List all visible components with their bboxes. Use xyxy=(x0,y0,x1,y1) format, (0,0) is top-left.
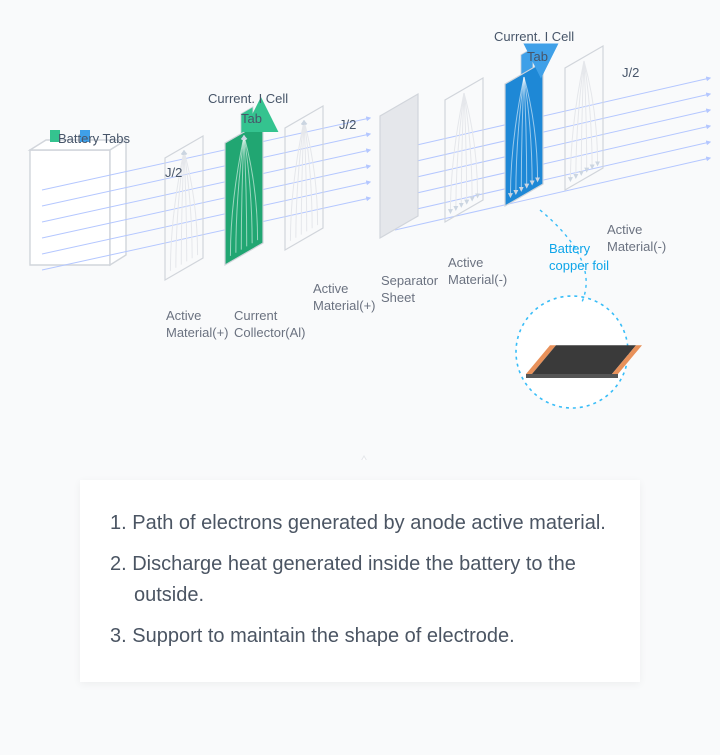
label-j2-2: J/2 xyxy=(339,117,356,134)
separator-sheet xyxy=(380,94,418,238)
info-item-2: 2. Discharge heat generated inside the b… xyxy=(110,549,610,611)
label-current-icell-2: Current. I Cell xyxy=(494,29,574,46)
label-active-mat-neg-1: Active Material(-) xyxy=(448,255,507,289)
label-copper-foil: Battery copper foil xyxy=(549,241,609,275)
current-collector-al xyxy=(225,106,263,265)
label-current-icell-1: Current. I Cell xyxy=(208,91,288,108)
label-battery-tabs: Battery Tabs xyxy=(58,131,130,148)
label-active-mat-pos-1: Active Material(+) xyxy=(166,308,229,342)
battery-pouch xyxy=(30,130,126,265)
battery-copper-foil xyxy=(505,47,543,206)
info-text-box: 1. Path of electrons generated by anode … xyxy=(80,480,640,682)
label-separator: Separator Sheet xyxy=(381,273,438,307)
label-tab-2: Tab xyxy=(527,49,548,66)
active-material-pos-left xyxy=(165,136,203,280)
label-active-mat-neg-2: Active Material(-) xyxy=(607,222,666,256)
label-tab-1: Tab xyxy=(241,111,262,128)
label-current-collector: Current Collector(Al) xyxy=(234,308,306,342)
active-material-neg-left xyxy=(445,78,483,222)
label-j2-1: J/2 xyxy=(165,165,182,182)
info-item-1: 1. Path of electrons generated by anode … xyxy=(110,508,610,539)
label-j2-3: J/2 xyxy=(622,65,639,82)
battery-layer-diagram: Battery Tabs Current. I Cell Tab J/2 J/2… xyxy=(0,0,720,460)
active-material-neg-right xyxy=(565,46,603,190)
label-active-mat-pos-2: Active Material(+) xyxy=(313,281,376,315)
active-material-pos-right xyxy=(285,106,323,250)
info-item-3: 3. Support to maintain the shape of elec… xyxy=(110,621,610,652)
